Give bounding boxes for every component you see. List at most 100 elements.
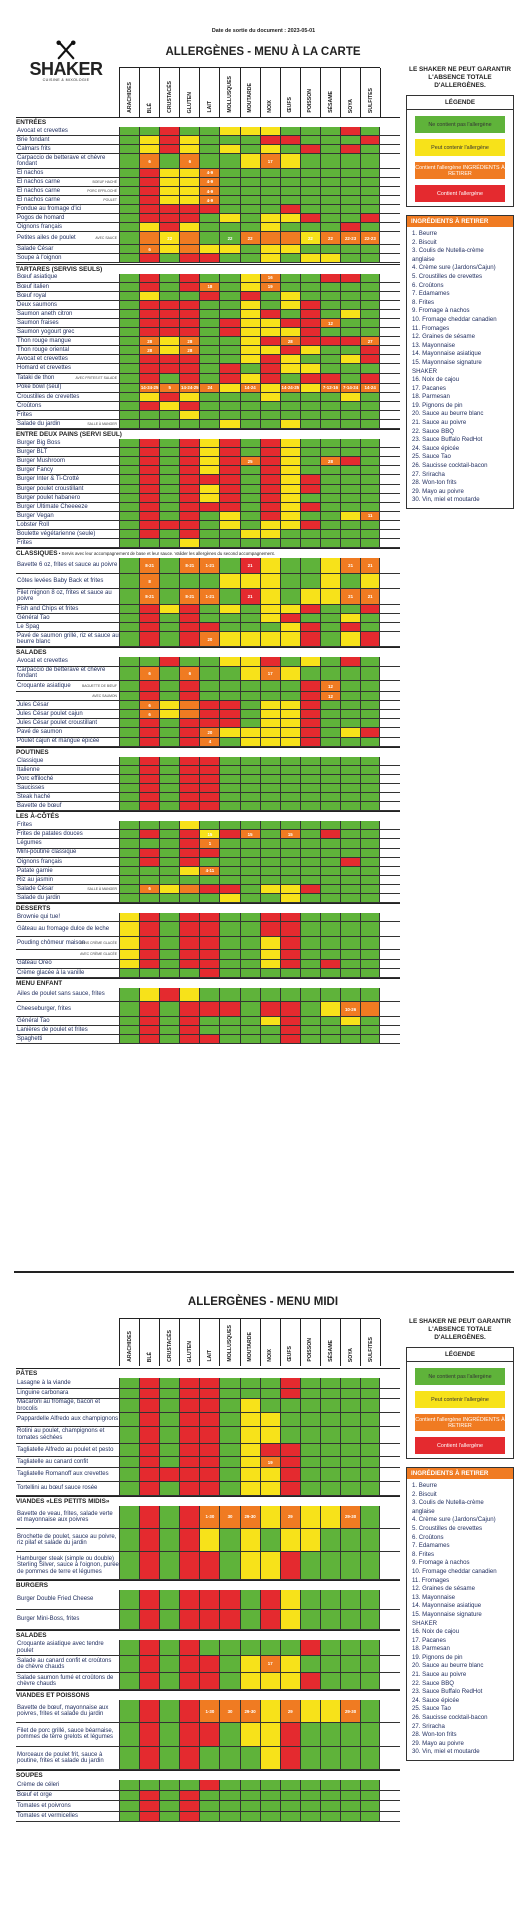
ingredient-item: 14. Mayonnaise asiatique — [412, 350, 482, 358]
allergen-cell — [340, 1443, 361, 1457]
dish-name: Crème glacée à la vanille — [16, 969, 119, 977]
allergen-cell — [360, 681, 381, 692]
allergen-cell — [340, 346, 361, 355]
allergen-cell — [279, 196, 300, 205]
allergen-cell — [119, 1811, 140, 1822]
allergen-cell — [179, 254, 200, 263]
legend-item: Contient l'allergène — [415, 1437, 505, 1454]
table-row: Salade César 6 — [16, 245, 400, 255]
allergen-cell — [119, 1443, 140, 1457]
allergen-cell — [159, 802, 180, 811]
allergen-cell — [279, 839, 300, 848]
allergen-cell — [319, 177, 341, 187]
allergen-cell — [319, 589, 341, 604]
menu-section: SALADES Avocat et crevettes Carpaccio de b… — [16, 647, 400, 747]
allergen-cell — [239, 875, 260, 884]
allergen-cell — [340, 392, 361, 401]
allergen-cell — [299, 968, 320, 977]
allergen-cell — [279, 783, 300, 793]
ingredient-item: 28. Won-ton frits — [412, 1731, 457, 1739]
allergen-cell — [259, 502, 280, 511]
allergen-cell — [159, 1723, 180, 1746]
allergen-cell — [239, 1388, 260, 1399]
allergen-cell — [279, 318, 300, 328]
allergen-cell — [119, 573, 140, 589]
allergen-cell — [219, 987, 240, 1002]
allergen-cell — [239, 701, 260, 710]
section-name: ENTRÉES — [16, 119, 47, 126]
allergen-cell — [199, 692, 220, 701]
allergen-cell — [119, 448, 140, 457]
dish-variant: SALLE À MANGER — [87, 886, 117, 891]
allergen-cells: 1 — [119, 839, 381, 848]
allergen-cell — [119, 484, 140, 493]
dish-name: Gâteau au fromage dulce de leche — [16, 922, 119, 936]
allergen-cell — [179, 692, 200, 701]
allergen-cell — [299, 1468, 320, 1481]
allergen-cell — [139, 1609, 160, 1630]
disclaimer: LE SHAKER NE PEUT GARANTIR L'ABSENCE TOT… — [409, 66, 511, 89]
allergen-cell — [139, 309, 160, 318]
allergen-cell — [179, 631, 200, 647]
menu-section: CLASSIQUES • Servis avec leur accompagne… — [16, 548, 400, 648]
allergen-cell — [279, 214, 300, 223]
allergen-cell — [239, 710, 260, 719]
table-row: El nachos 4-9 — [16, 168, 400, 178]
allergen-cell — [119, 282, 140, 291]
allergen-cell — [340, 1399, 361, 1412]
dish-variant: SANS CRÈME GLACÉE — [79, 941, 117, 946]
allergen-cells — [119, 364, 381, 373]
allergen-cell — [340, 857, 361, 866]
allergen-cell — [299, 127, 320, 136]
allergen-cell — [139, 493, 160, 502]
allergen-cell — [159, 875, 180, 884]
allergen-cell — [319, 1035, 341, 1044]
table-row: Saumon aneth citron — [16, 309, 400, 319]
allergen-cell: 22-23 — [360, 232, 381, 245]
allergen-cell — [139, 232, 160, 245]
dish-name: Burger Fancy — [16, 466, 119, 474]
allergen-cell — [259, 245, 280, 254]
allergen-cell — [279, 719, 300, 728]
section-title: SALADES — [16, 647, 400, 657]
allergen-cells: 8-21 8-21 1-21 21 21 21 — [119, 589, 381, 604]
allergen-cell — [159, 1790, 180, 1801]
allergen-cell — [319, 875, 341, 884]
allergen-cell — [119, 196, 140, 205]
dish-label: Pappardelle Alfredo aux champignons — [17, 1416, 119, 1423]
allergen-cell — [159, 273, 180, 282]
allergen-cell — [159, 1609, 180, 1630]
allergen-cell — [179, 1399, 200, 1412]
allergen-cell: 4 — [199, 737, 220, 746]
column-label: SÉSAME — [327, 91, 334, 113]
allergen-cell — [159, 419, 180, 428]
column-12: SULFITES — [361, 1319, 382, 1366]
allergen-cell — [279, 884, 300, 894]
allergen-cell — [239, 1746, 260, 1769]
allergen-cell — [199, 475, 220, 484]
allergen-cell — [179, 457, 200, 466]
allergen-cells — [119, 1426, 381, 1443]
allergen-cell — [179, 783, 200, 793]
allergen-cell — [219, 1801, 240, 1811]
section-title: DESSERTS — [16, 903, 400, 913]
allergen-cell — [259, 821, 280, 830]
allergen-cell — [279, 987, 300, 1002]
allergen-cell — [340, 245, 361, 254]
allergen-cell — [199, 1790, 220, 1801]
allergen-cell — [139, 959, 160, 968]
allergen-cell — [119, 657, 140, 666]
ingredient-item: 2. Biscuit — [412, 238, 437, 246]
table-row: Burger poulet croustillant — [16, 484, 400, 494]
allergen-cell — [219, 1443, 240, 1457]
allergen-cell — [360, 1811, 381, 1822]
allergen-cell — [299, 1002, 320, 1016]
allergen-cell — [119, 1468, 140, 1481]
allergen-cell — [340, 701, 361, 710]
allergen-cell — [360, 1412, 381, 1426]
dish-label: Bavette de bœuf — [17, 803, 62, 810]
allergen-cell — [219, 300, 240, 309]
allergen-cell — [360, 774, 381, 783]
disclaimer: LE SHAKER NE PEUT GARANTIR L'ABSENCE TOT… — [409, 1318, 511, 1341]
allergen-cell — [159, 1378, 180, 1388]
